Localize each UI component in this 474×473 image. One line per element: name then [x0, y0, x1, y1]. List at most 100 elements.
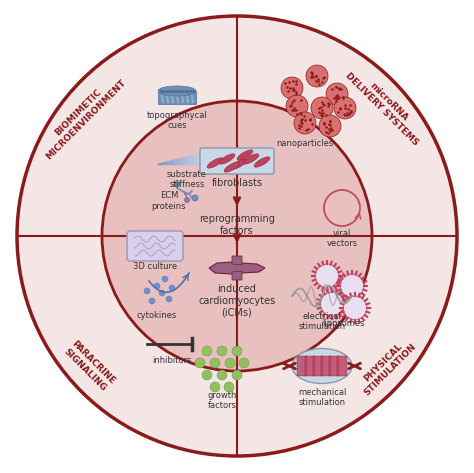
Polygon shape [203, 152, 205, 164]
Polygon shape [209, 150, 211, 164]
Text: mechanical
stimulation: mechanical stimulation [298, 388, 346, 407]
Circle shape [169, 285, 175, 291]
Text: inhibitors: inhibitors [152, 356, 192, 365]
Polygon shape [169, 161, 171, 164]
Polygon shape [209, 262, 265, 274]
Circle shape [224, 382, 234, 392]
Polygon shape [207, 158, 223, 168]
Circle shape [319, 115, 341, 137]
Text: nanoparticles: nanoparticles [276, 139, 334, 148]
Polygon shape [232, 271, 242, 280]
Polygon shape [174, 180, 180, 188]
Text: induced
cardiomyocytes
(iCMs): induced cardiomyocytes (iCMs) [199, 284, 275, 317]
Circle shape [17, 16, 457, 456]
Polygon shape [215, 149, 217, 164]
Polygon shape [224, 162, 240, 172]
Polygon shape [205, 151, 207, 164]
Polygon shape [237, 150, 253, 160]
Circle shape [334, 97, 356, 119]
Polygon shape [243, 154, 259, 164]
Circle shape [294, 112, 316, 134]
Circle shape [154, 283, 160, 289]
Circle shape [217, 346, 227, 356]
Polygon shape [167, 161, 169, 164]
Ellipse shape [292, 349, 352, 384]
Circle shape [202, 346, 212, 356]
Text: PHYSICAL
STIMULATION: PHYSICAL STIMULATION [356, 334, 419, 397]
Text: ECM
proteins: ECM proteins [152, 191, 186, 210]
Polygon shape [187, 156, 189, 164]
FancyBboxPatch shape [127, 231, 183, 261]
Polygon shape [183, 157, 185, 164]
Polygon shape [191, 155, 193, 164]
Polygon shape [171, 160, 173, 164]
Circle shape [343, 296, 367, 320]
Polygon shape [201, 152, 203, 164]
Polygon shape [297, 356, 307, 376]
Circle shape [232, 346, 242, 356]
Circle shape [326, 83, 348, 105]
FancyBboxPatch shape [200, 148, 274, 174]
Polygon shape [195, 154, 197, 164]
Polygon shape [211, 149, 213, 164]
Circle shape [311, 97, 333, 119]
Circle shape [320, 292, 344, 316]
Circle shape [102, 101, 372, 371]
Circle shape [315, 264, 339, 288]
Circle shape [184, 198, 190, 202]
Polygon shape [158, 91, 196, 104]
Text: viral
vectors: viral vectors [327, 229, 357, 248]
Circle shape [192, 195, 198, 201]
Circle shape [217, 370, 227, 380]
Circle shape [144, 288, 150, 294]
Polygon shape [337, 356, 347, 376]
Circle shape [225, 358, 235, 368]
Circle shape [159, 290, 165, 296]
Circle shape [166, 296, 172, 302]
Circle shape [340, 274, 364, 298]
Polygon shape [179, 158, 181, 164]
Polygon shape [175, 159, 177, 164]
Polygon shape [213, 149, 215, 164]
Text: liposomes: liposomes [323, 319, 365, 328]
Text: topographycal
cues: topographycal cues [146, 111, 207, 131]
Polygon shape [231, 159, 247, 169]
Polygon shape [329, 356, 339, 376]
Circle shape [281, 77, 303, 99]
Polygon shape [232, 256, 242, 265]
Text: reprogramming
factors: reprogramming factors [199, 214, 275, 236]
Polygon shape [181, 158, 183, 164]
Circle shape [195, 358, 205, 368]
Circle shape [239, 358, 249, 368]
Polygon shape [199, 153, 201, 164]
Polygon shape [163, 162, 165, 164]
Circle shape [210, 382, 220, 392]
Circle shape [202, 370, 212, 380]
Text: microRNA
DELIVERY SYSTEMS: microRNA DELIVERY SYSTEMS [343, 64, 427, 148]
Text: growth
factors: growth factors [207, 391, 237, 411]
Polygon shape [193, 154, 195, 164]
Polygon shape [189, 156, 191, 164]
Text: electrical
stimulation: electrical stimulation [299, 312, 346, 332]
Circle shape [232, 370, 242, 380]
Polygon shape [305, 356, 315, 376]
Polygon shape [313, 356, 323, 376]
Polygon shape [219, 154, 235, 164]
Polygon shape [197, 153, 199, 164]
Polygon shape [165, 162, 167, 164]
Circle shape [306, 65, 328, 87]
Text: BIOMIMETIC
MICROENVIRONMENT: BIOMIMETIC MICROENVIRONMENT [36, 70, 128, 161]
Polygon shape [254, 157, 270, 167]
Circle shape [286, 95, 308, 117]
Polygon shape [173, 160, 175, 164]
Ellipse shape [158, 86, 196, 96]
Text: cytokines: cytokines [137, 311, 177, 320]
Text: 3D culture: 3D culture [133, 262, 177, 271]
Circle shape [149, 298, 155, 304]
Text: fibroblasts: fibroblasts [211, 178, 263, 188]
Polygon shape [177, 158, 179, 164]
Text: PARACRINE
SIGNALING: PARACRINE SIGNALING [62, 339, 116, 393]
Polygon shape [321, 356, 331, 376]
Circle shape [162, 276, 168, 282]
Polygon shape [207, 151, 209, 164]
